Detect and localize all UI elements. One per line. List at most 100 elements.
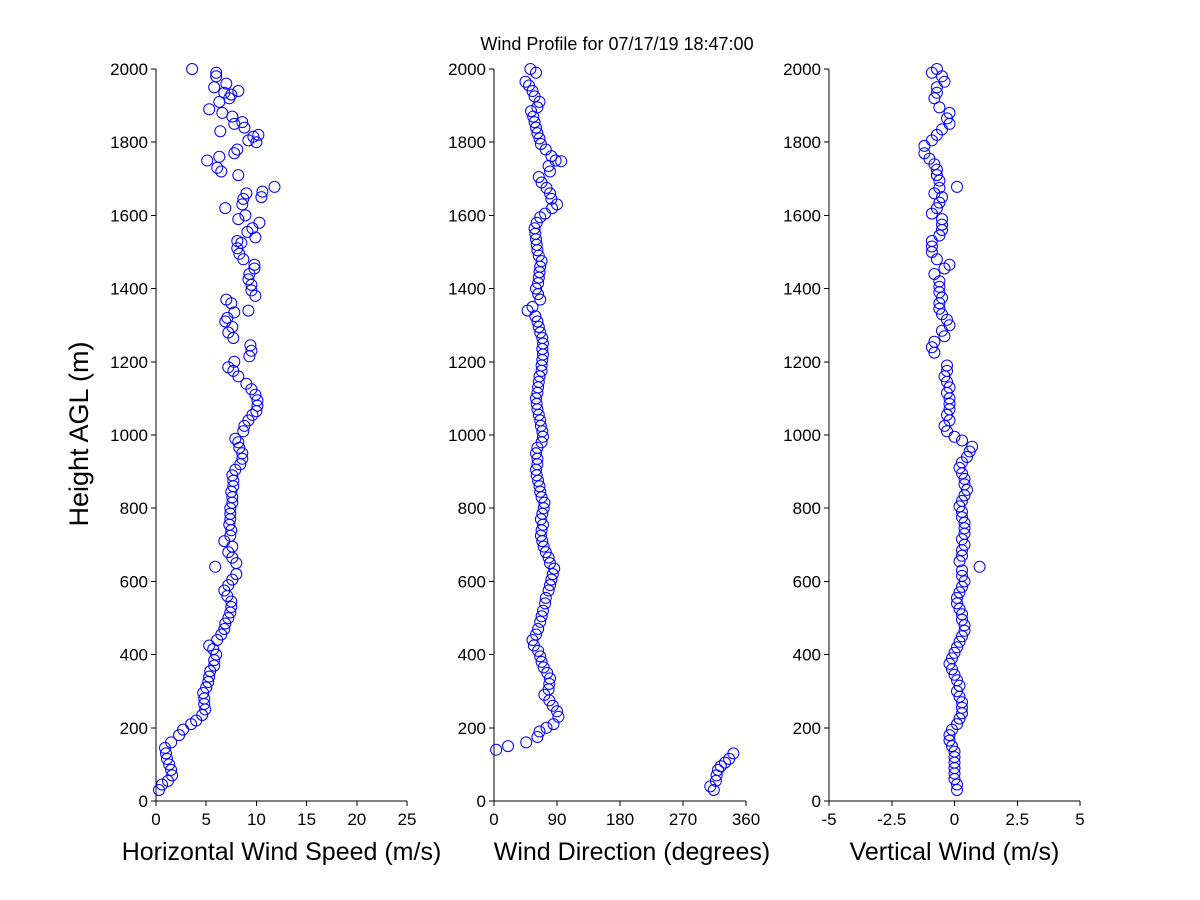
- y-tick-label: 200: [458, 719, 486, 738]
- data-point: [153, 784, 165, 796]
- data-point: [928, 335, 941, 348]
- data-point: [200, 681, 213, 694]
- data-point: [536, 332, 549, 344]
- data-point: [933, 196, 946, 209]
- y-tick-label: 1400: [783, 280, 821, 299]
- y-tick-label: 0: [812, 792, 821, 811]
- data-point: [537, 661, 550, 674]
- data-point: [519, 75, 532, 88]
- data-point: [530, 282, 542, 295]
- data-point: [156, 778, 168, 791]
- data-point: [953, 635, 966, 648]
- data-point: [526, 300, 539, 313]
- data-point: [953, 555, 966, 568]
- data-point: [552, 710, 565, 723]
- data-point: [160, 747, 172, 760]
- data-point: [537, 604, 549, 617]
- y-tick-label: 1200: [448, 353, 486, 372]
- data-point: [220, 293, 233, 306]
- data-point: [245, 344, 258, 357]
- data-point: [933, 101, 946, 114]
- data-point: [936, 291, 948, 304]
- data-point: [532, 321, 545, 333]
- data-point: [219, 617, 232, 630]
- data-point: [531, 731, 544, 743]
- data-point: [203, 670, 216, 683]
- data-point: [953, 461, 966, 474]
- data-point: [555, 155, 568, 168]
- data-point: [956, 630, 968, 643]
- data-point: [719, 756, 731, 769]
- data-point: [936, 191, 948, 204]
- data-point: [542, 551, 555, 564]
- data-point: [956, 564, 968, 577]
- data-point: [216, 106, 229, 119]
- data-point: [197, 687, 210, 699]
- data-point: [951, 718, 963, 731]
- y-tick-label: 800: [458, 499, 486, 518]
- data-point: [933, 280, 946, 293]
- data-point: [534, 293, 547, 306]
- data-point: [240, 187, 253, 200]
- x-tick-label: 5: [1075, 810, 1084, 829]
- data-point: [973, 560, 986, 573]
- y-tick-label: 800: [793, 499, 821, 518]
- data-point: [966, 440, 979, 453]
- data-point: [943, 729, 956, 742]
- data-point: [535, 176, 548, 189]
- data-point: [943, 734, 956, 747]
- data-point: [930, 202, 943, 215]
- data-point: [930, 63, 943, 75]
- data-point: [236, 116, 249, 129]
- data-point: [244, 339, 257, 352]
- data-point: [248, 262, 261, 275]
- data-point: [246, 408, 259, 421]
- data-point: [229, 432, 242, 445]
- data-point: [215, 165, 228, 178]
- data-point: [226, 469, 239, 482]
- data-point: [249, 231, 262, 244]
- data-point: [231, 143, 244, 156]
- data-point: [956, 608, 968, 621]
- data-point: [215, 628, 228, 641]
- data-point: [209, 560, 222, 573]
- y-tick-label: 400: [120, 646, 148, 665]
- x-tick-label: 180: [606, 810, 634, 829]
- data-point: [539, 546, 552, 559]
- data-point: [250, 136, 263, 149]
- x-tick-label: 20: [347, 810, 366, 829]
- data-point: [941, 364, 953, 377]
- x-tick-label: 270: [669, 810, 697, 829]
- data-point: [539, 597, 552, 610]
- data-point: [252, 128, 265, 141]
- data-point: [941, 112, 953, 125]
- data-point: [210, 648, 223, 661]
- data-point: [163, 758, 176, 771]
- data-point: [948, 668, 961, 681]
- data-point: [218, 623, 231, 635]
- data-point: [958, 619, 971, 632]
- data-point: [201, 154, 214, 167]
- x-tick-label: 90: [548, 810, 567, 829]
- y-tick-label: 2000: [448, 60, 486, 79]
- y-tick-label: 1400: [448, 280, 486, 299]
- x-tick-label: 5: [201, 810, 210, 829]
- data-point: [237, 425, 250, 438]
- x-tick-label: 10: [247, 810, 266, 829]
- data-point: [958, 522, 971, 535]
- data-point: [943, 258, 956, 271]
- data-point: [236, 452, 249, 465]
- data-point: [530, 121, 542, 134]
- data-point: [532, 171, 545, 183]
- data-point: [228, 117, 241, 130]
- data-point: [544, 579, 556, 592]
- y-tick-label: 600: [120, 572, 148, 591]
- y-tick-label: 1800: [110, 133, 148, 152]
- data-point: [532, 623, 545, 635]
- data-point: [956, 549, 968, 562]
- x-tick-label: 2.5: [1005, 810, 1029, 829]
- data-point: [177, 723, 190, 736]
- data-point: [956, 533, 968, 546]
- y-tick-label: 600: [793, 572, 821, 591]
- data-point: [540, 721, 553, 734]
